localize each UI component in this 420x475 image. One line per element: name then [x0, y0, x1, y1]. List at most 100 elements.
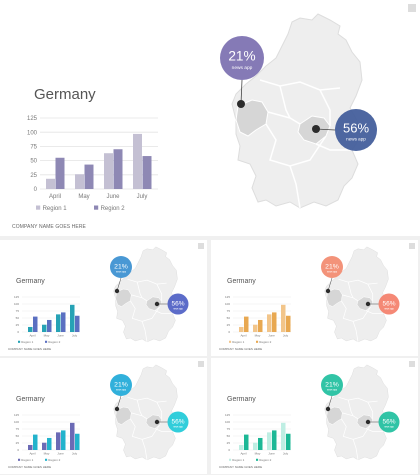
connector-line: [116, 395, 122, 410]
percent-caption: news app: [346, 137, 366, 142]
bar-region-1-july: [281, 422, 286, 450]
x-tick-label: June: [106, 194, 120, 200]
legend-label: Region 2: [48, 458, 60, 462]
x-tick-label: April: [29, 334, 35, 338]
location-marker: [312, 125, 320, 133]
y-tick-label: 75: [16, 427, 20, 431]
y-tick-label: 75: [227, 309, 231, 313]
legend-swatch: [45, 340, 48, 343]
slide-title: Germany: [227, 278, 256, 285]
percent-bubble-b: [167, 411, 189, 433]
company-name: COMPANY NAME GOES HERE: [8, 465, 52, 469]
percent-caption: news app: [232, 66, 253, 71]
legend-label: Region 2: [48, 340, 60, 344]
x-tick-label: May: [44, 452, 50, 456]
percent-value: 21%: [325, 381, 339, 388]
state-border: [131, 412, 148, 420]
bar-region-2-may: [47, 319, 52, 332]
bar-region-1-may: [42, 324, 47, 332]
bar-region-2-july: [286, 315, 291, 332]
highlighted-region: [145, 296, 162, 311]
y-tick-label: 75: [227, 427, 231, 431]
bar-region-1-june: [267, 432, 272, 450]
thumbnail-slide-3[interactable]: Germany 0 25 50 75 100 125 April May June July Reg…: [0, 358, 207, 474]
thumbnail-slide-4[interactable]: Germany 0 25 50 75 100 125 April May June July Reg…: [211, 358, 418, 474]
x-tick-label: July: [137, 194, 148, 200]
percent-value: 56%: [382, 300, 395, 307]
bar-region-1-may: [253, 442, 258, 450]
state-border: [131, 294, 148, 302]
bar-region-2-may: [258, 319, 263, 332]
percent-caption: news app: [173, 308, 184, 310]
y-tick-label: 100: [27, 130, 38, 136]
percent-bubble-a: [110, 256, 132, 278]
main-slide: Germany 0 25 50 75 100 125 April May June July Reg…: [0, 0, 420, 236]
state-border: [365, 310, 384, 314]
bar-region-2-july: [142, 156, 152, 189]
y-tick-label: 25: [16, 323, 20, 327]
bar-region-1-june: [267, 314, 272, 332]
logo-placeholder: [409, 243, 415, 249]
state-border: [315, 143, 352, 151]
state-border: [352, 321, 359, 342]
state-border: [154, 428, 173, 432]
x-tick-label: April: [240, 334, 246, 338]
y-tick-label: 125: [14, 295, 19, 299]
y-tick-label: 125: [225, 413, 230, 417]
y-tick-label: 50: [30, 159, 37, 165]
percent-value: 56%: [382, 418, 395, 425]
x-tick-label: June: [268, 452, 275, 456]
legend-label: Region 1: [232, 458, 244, 462]
y-tick-label: 125: [225, 295, 230, 299]
bar-region-1-june: [104, 153, 113, 189]
legend-swatch: [256, 340, 259, 343]
state-border: [365, 428, 384, 432]
map-group: [324, 364, 389, 461]
state-border: [136, 400, 143, 416]
legend-swatch: [18, 340, 21, 343]
bar-chart: 0 25 50 75 100 125 April May June July Region 1 Reg…: [14, 413, 80, 462]
bar-region-2-may: [47, 437, 52, 450]
state-border: [130, 418, 161, 440]
map-group: [231, 13, 363, 209]
bar-region-1-april: [239, 444, 244, 450]
highlighted-region: [326, 406, 343, 425]
y-tick-label: 0: [17, 448, 19, 452]
thumbnail-slide-1[interactable]: Germany 0 25 50 75 100 125 April May June July Reg…: [0, 240, 207, 356]
y-tick-label: 100: [14, 302, 19, 306]
bar-region-2-april: [244, 434, 249, 450]
percent-value: 21%: [228, 49, 255, 64]
bar-region-1-july: [281, 304, 286, 332]
y-tick-label: 125: [14, 413, 19, 417]
location-marker: [114, 288, 120, 294]
company-name: COMPANY NAME GOES HERE: [8, 347, 52, 351]
state-border: [141, 439, 148, 460]
country-outline: [324, 364, 389, 461]
bar-region-1-april: [28, 326, 33, 332]
percent-bubble-b: [335, 109, 377, 151]
percent-bubble-b: [378, 411, 400, 433]
percent-value: 21%: [114, 263, 128, 270]
bar-region-1-may: [253, 324, 258, 332]
logo-placeholder: [408, 4, 416, 12]
bar-region-1-july: [70, 422, 75, 450]
bar-chart: 0 25 50 75 100 125 April May June July Region 1 Reg…: [225, 295, 291, 344]
percent-bubble-a: [110, 374, 132, 396]
y-tick-label: 100: [225, 302, 230, 306]
bar-region-2-june: [272, 312, 277, 332]
state-border: [347, 282, 354, 298]
x-tick-label: May: [255, 334, 261, 338]
state-border: [136, 282, 143, 298]
x-tick-label: May: [78, 194, 89, 200]
logo-placeholder: [198, 243, 204, 249]
state-border: [341, 300, 372, 322]
percent-caption: news app: [384, 308, 395, 310]
location-marker: [154, 301, 160, 307]
state-border: [141, 321, 148, 342]
percent-value: 56%: [171, 300, 184, 307]
connector-line: [116, 277, 122, 292]
bar-region-1-april: [46, 178, 55, 189]
bar-region-2-june: [61, 312, 66, 332]
thumbnail-slide-2[interactable]: Germany 0 25 50 75 100 125 April May June July Reg…: [211, 240, 418, 356]
y-tick-label: 75: [16, 309, 20, 313]
